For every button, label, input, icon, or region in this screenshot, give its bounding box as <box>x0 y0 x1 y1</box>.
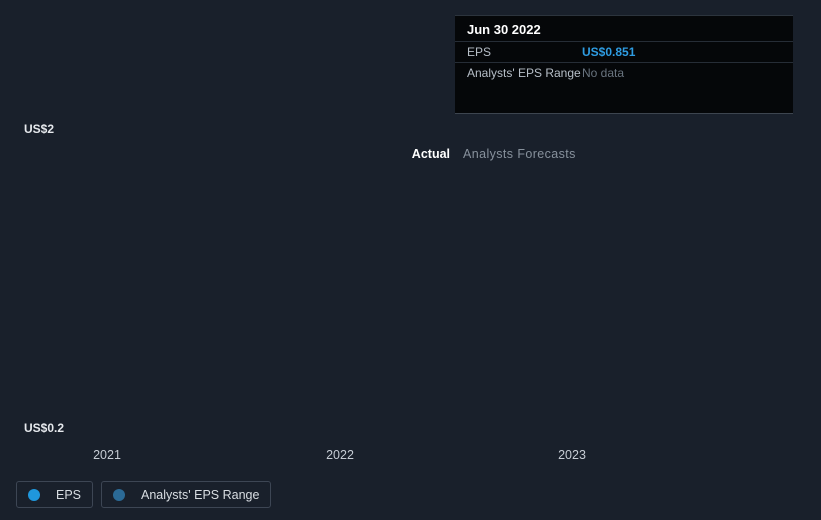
tooltip-range-label: Analysts' EPS Range <box>467 66 581 80</box>
x-axis-label-2023: 2023 <box>558 448 586 462</box>
legend-item-eps[interactable]: EPS <box>16 481 94 508</box>
hover-tooltip: Jun 30 2022 EPS US$0.851 Analysts' EPS R… <box>455 15 793 114</box>
tooltip-range-value: No data <box>582 66 625 80</box>
range-teal-dot-icon <box>120 489 132 501</box>
tooltip-eps-row: EPS US$0.851 <box>455 42 793 63</box>
legend-item-label: EPS <box>56 487 82 502</box>
actual-phase-label: Actual <box>411 147 450 161</box>
eps-series-icon <box>28 488 47 501</box>
tooltip-date: Jun 30 2022 <box>455 16 793 42</box>
x-axis-label-2022: 2022 <box>326 448 354 462</box>
eps-blue-dot-icon <box>28 488 40 501</box>
range-blue-dot-icon <box>113 488 126 501</box>
range-series-icon <box>113 488 132 501</box>
eps-teal-dot-icon <box>35 489 47 501</box>
tooltip-eps-label: EPS <box>467 45 492 59</box>
forecast-phase-label: Analysts Forecasts <box>463 147 576 161</box>
legend-item-analysts-eps-range[interactable]: Analysts' EPS Range <box>101 481 272 508</box>
x-axis-label-2021: 2021 <box>93 448 121 462</box>
tooltip-range-row: Analysts' EPS Range No data <box>455 63 793 83</box>
legend-item-label: Analysts' EPS Range <box>141 487 260 502</box>
y-axis-max-label: US$2 <box>24 122 55 136</box>
tooltip-eps-value: US$0.851 <box>582 45 636 59</box>
legend: EPS Analysts' EPS Range <box>16 481 272 508</box>
y-axis-min-label: US$0.2 <box>24 421 65 435</box>
